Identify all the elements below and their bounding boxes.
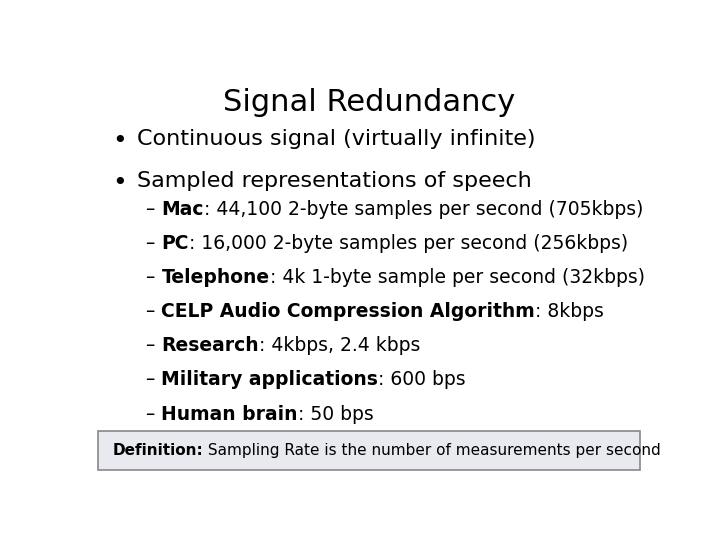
Text: PC: PC bbox=[161, 234, 189, 253]
Text: •: • bbox=[112, 171, 127, 195]
Text: –: – bbox=[145, 370, 161, 389]
Text: : 50 bps: : 50 bps bbox=[298, 404, 374, 423]
Text: Telephone: Telephone bbox=[161, 268, 269, 287]
Text: Definition:: Definition: bbox=[112, 443, 203, 458]
Text: : 44,100 2-byte samples per second (705kbps): : 44,100 2-byte samples per second (705k… bbox=[204, 200, 643, 219]
Text: Continuous signal (virtually infinite): Continuous signal (virtually infinite) bbox=[138, 129, 536, 149]
Text: : 4k 1-byte sample per second (32kbps): : 4k 1-byte sample per second (32kbps) bbox=[269, 268, 644, 287]
Text: •: • bbox=[112, 129, 127, 153]
Text: : 8kbps: : 8kbps bbox=[535, 302, 604, 321]
Text: Sampled representations of speech: Sampled representations of speech bbox=[138, 171, 532, 191]
FancyBboxPatch shape bbox=[99, 431, 639, 470]
Text: Sampling Rate is the number of measurements per second: Sampling Rate is the number of measureme… bbox=[203, 443, 661, 458]
Text: –: – bbox=[145, 336, 161, 355]
Text: –: – bbox=[145, 268, 161, 287]
Text: –: – bbox=[145, 404, 161, 423]
Text: Human brain: Human brain bbox=[161, 404, 298, 423]
Text: CELP Audio Compression Algorithm: CELP Audio Compression Algorithm bbox=[161, 302, 535, 321]
Text: –: – bbox=[145, 234, 161, 253]
Text: Signal Redundancy: Signal Redundancy bbox=[223, 87, 515, 117]
Text: Research: Research bbox=[161, 336, 259, 355]
Text: : 16,000 2-byte samples per second (256kbps): : 16,000 2-byte samples per second (256k… bbox=[189, 234, 628, 253]
Text: –: – bbox=[145, 200, 161, 219]
Text: : 4kbps, 2.4 kbps: : 4kbps, 2.4 kbps bbox=[259, 336, 420, 355]
Text: –: – bbox=[145, 302, 161, 321]
Text: : 600 bps: : 600 bps bbox=[378, 370, 466, 389]
Text: Military applications: Military applications bbox=[161, 370, 378, 389]
Text: Mac: Mac bbox=[161, 200, 204, 219]
